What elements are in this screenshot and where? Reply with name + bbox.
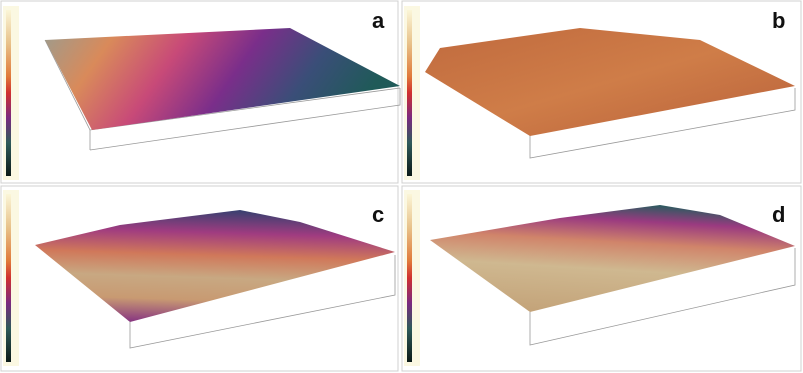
surface [35,210,395,322]
colorbar [407,194,412,362]
panel-label: c [372,202,384,227]
panel-c: c [0,185,399,372]
colorbar [6,194,11,362]
panel-label: d [772,202,785,227]
surface [425,28,795,136]
axis-box [529,88,796,159]
surface [45,28,400,130]
colorbar [6,10,11,176]
panel-label: b [772,8,785,33]
axis-box [529,248,796,346]
surface [430,205,795,312]
colorbar [407,10,412,176]
panel-b: b [401,0,802,184]
axis-box [89,88,401,151]
panel-a: a [0,0,401,184]
axis-box [129,255,396,349]
panel-d: d [401,185,802,372]
panel-label: a [372,8,385,33]
